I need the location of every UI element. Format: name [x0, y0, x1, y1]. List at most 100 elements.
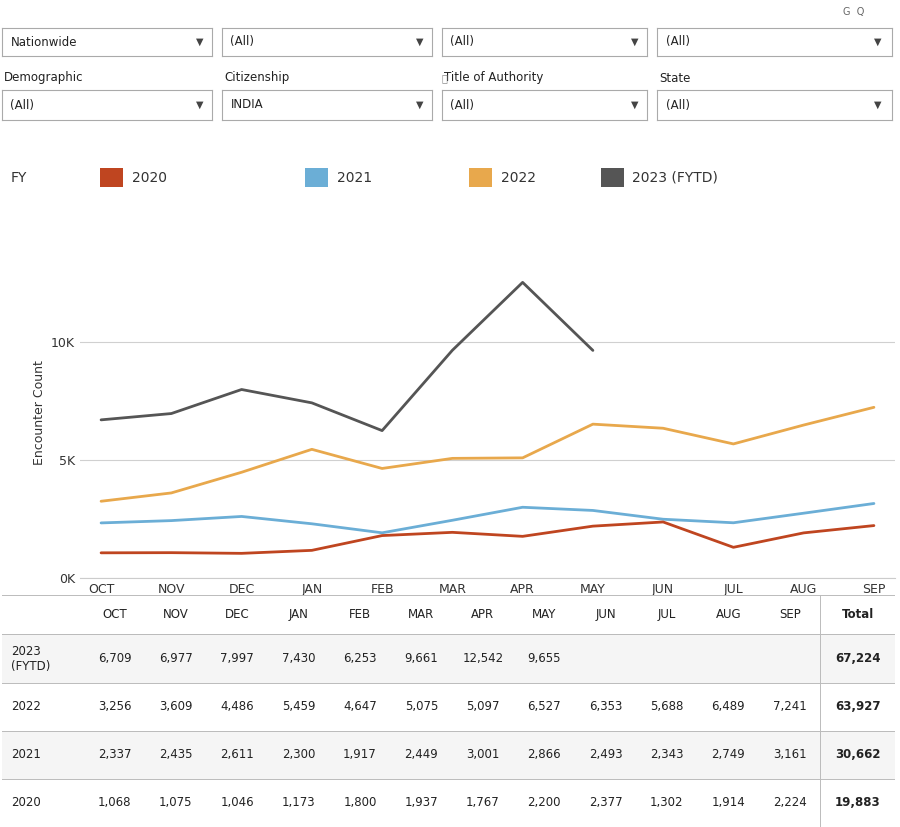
Text: 5,097: 5,097	[466, 700, 500, 713]
Text: 6,977: 6,977	[159, 652, 193, 665]
Text: 1,917: 1,917	[343, 748, 377, 762]
Text: 2021: 2021	[11, 748, 40, 762]
Text: 1,767: 1,767	[466, 796, 500, 810]
Text: ▼: ▼	[416, 37, 423, 47]
Text: 2,377: 2,377	[589, 796, 622, 810]
Text: (All): (All)	[11, 98, 34, 112]
Text: 3,161: 3,161	[773, 748, 806, 762]
Text: (All): (All)	[450, 36, 474, 49]
Text: (All): (All)	[666, 98, 690, 112]
Text: Citizenship: Citizenship	[224, 71, 289, 84]
Text: JAN: JAN	[289, 608, 309, 621]
Text: G  Q: G Q	[842, 7, 864, 17]
Text: 6,527: 6,527	[527, 700, 561, 713]
Text: ▼: ▼	[631, 100, 638, 110]
Text: 1,302: 1,302	[650, 796, 684, 810]
Text: 2,611: 2,611	[220, 748, 254, 762]
Text: 4,486: 4,486	[220, 700, 254, 713]
Text: ▼: ▼	[416, 100, 423, 110]
Text: (All): (All)	[450, 98, 474, 112]
Text: 6,253: 6,253	[343, 652, 377, 665]
Text: 3,001: 3,001	[466, 748, 500, 762]
Text: Title of Authority: Title of Authority	[444, 71, 544, 84]
Text: 2,493: 2,493	[589, 748, 622, 762]
Text: 12,542: 12,542	[463, 652, 503, 665]
Text: 9,655: 9,655	[527, 652, 561, 665]
Text: 🔽: 🔽	[441, 73, 447, 83]
Text: 2022: 2022	[500, 170, 536, 184]
Text: (All): (All)	[230, 36, 255, 49]
Text: 2,749: 2,749	[711, 748, 745, 762]
Text: FY Nationwide Encounters by Month: FY Nationwide Encounters by Month	[300, 218, 599, 236]
Text: 5,459: 5,459	[282, 700, 315, 713]
Text: DEC: DEC	[225, 608, 249, 621]
Text: ▼: ▼	[195, 100, 203, 110]
Text: MAR: MAR	[409, 608, 435, 621]
FancyBboxPatch shape	[600, 168, 624, 188]
Text: 5,688: 5,688	[650, 700, 684, 713]
Text: FEB: FEB	[349, 608, 371, 621]
Text: 2021: 2021	[337, 170, 372, 184]
Text: 6,353: 6,353	[589, 700, 622, 713]
Text: 1,800: 1,800	[343, 796, 377, 810]
Text: APR: APR	[472, 608, 494, 621]
Text: 5,075: 5,075	[405, 700, 438, 713]
Text: 7,430: 7,430	[282, 652, 315, 665]
Text: 19,883: 19,883	[835, 796, 880, 810]
Text: 3,609: 3,609	[159, 700, 193, 713]
Text: Nationwide: Nationwide	[11, 36, 76, 49]
Text: 30,662: 30,662	[835, 748, 880, 762]
Text: (All): (All)	[666, 36, 690, 49]
Text: Total: Total	[842, 608, 874, 621]
Text: MAY: MAY	[532, 608, 556, 621]
Text: 63,927: 63,927	[835, 700, 880, 713]
Text: 2,337: 2,337	[98, 748, 131, 762]
FancyBboxPatch shape	[470, 168, 492, 188]
Text: ▼: ▼	[874, 37, 882, 47]
Text: 2022: 2022	[11, 700, 40, 713]
Text: 2020: 2020	[11, 796, 40, 810]
Bar	[2, 682, 895, 731]
Text: ▼: ▼	[195, 37, 203, 47]
Text: 2023 (FYTD): 2023 (FYTD)	[632, 170, 717, 184]
Text: 2,343: 2,343	[650, 748, 684, 762]
Text: 1,046: 1,046	[220, 796, 254, 810]
Text: State: State	[659, 71, 690, 84]
Text: 4,647: 4,647	[343, 700, 377, 713]
Text: 6,489: 6,489	[712, 700, 745, 713]
Text: 1,914: 1,914	[711, 796, 745, 810]
Bar	[2, 634, 895, 682]
Text: SEP: SEP	[778, 608, 800, 621]
Text: 2,224: 2,224	[773, 796, 806, 810]
Text: 2023
(FYTD): 2023 (FYTD)	[11, 644, 50, 672]
Text: 2020: 2020	[131, 170, 166, 184]
Y-axis label: Encounter Count: Encounter Count	[32, 361, 46, 466]
Text: 1,173: 1,173	[282, 796, 316, 810]
Text: Reset
Filters: Reset Filters	[828, 162, 872, 193]
Text: 7,997: 7,997	[220, 652, 254, 665]
Text: 2,866: 2,866	[527, 748, 561, 762]
FancyBboxPatch shape	[101, 168, 123, 188]
Text: AUG: AUG	[716, 608, 741, 621]
Text: 2,300: 2,300	[282, 748, 315, 762]
Text: ▼: ▼	[874, 100, 882, 110]
Text: NOV: NOV	[163, 608, 189, 621]
Text: OCT: OCT	[102, 608, 127, 621]
FancyBboxPatch shape	[305, 168, 328, 188]
Text: JUL: JUL	[658, 608, 676, 621]
Text: 1,075: 1,075	[159, 796, 193, 810]
Text: 2,449: 2,449	[404, 748, 438, 762]
Bar	[2, 731, 895, 779]
Text: 7,241: 7,241	[773, 700, 806, 713]
Text: FY: FY	[10, 170, 27, 184]
Text: JUN: JUN	[595, 608, 616, 621]
Bar	[2, 779, 895, 827]
Text: ▼: ▼	[631, 37, 638, 47]
Text: Demographic: Demographic	[4, 71, 84, 84]
Text: 3,256: 3,256	[98, 700, 131, 713]
Text: 2,435: 2,435	[159, 748, 193, 762]
Text: INDIA: INDIA	[230, 98, 263, 112]
Text: 2,200: 2,200	[527, 796, 561, 810]
Text: 6,709: 6,709	[98, 652, 131, 665]
Text: 9,661: 9,661	[404, 652, 438, 665]
